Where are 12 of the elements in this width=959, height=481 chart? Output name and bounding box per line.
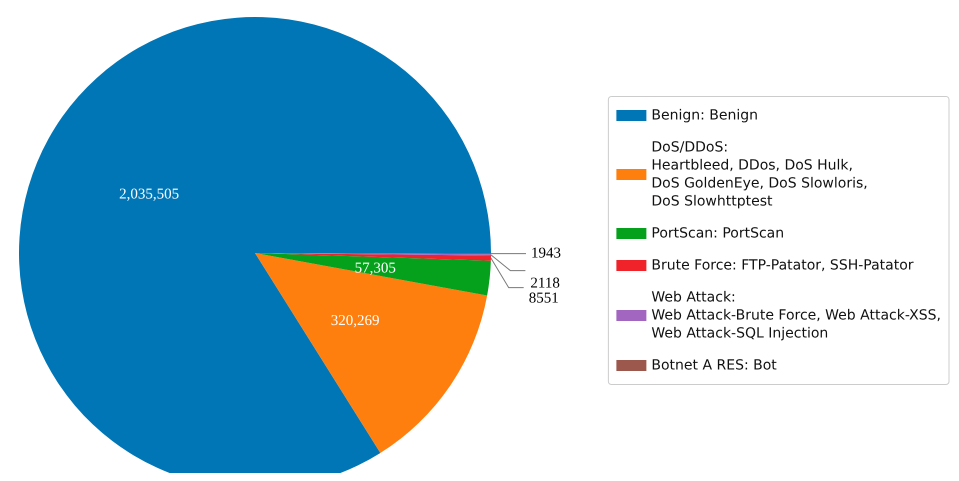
legend-label: PortScan: PortScan bbox=[651, 226, 784, 242]
data-label: 2,035,505 bbox=[119, 186, 180, 202]
legend-label: Web Attack: Web Attack-Brute Force, Web Attack-XSS, Web Attack-SQL Injection bbox=[651, 290, 942, 342]
data-label: 57,305 bbox=[354, 260, 396, 277]
legend-label: DoS/DDoS: Heartbleed, DDos, DoS Hulk, DoS GoldenEye, DoS Slowloris, DoS Slowhttptest bbox=[651, 140, 868, 210]
data-label: 1943 bbox=[531, 246, 561, 262]
legend-label: Botnet A RES: Bot bbox=[651, 358, 778, 374]
legend-label: Brute Force: FTP-Patator, SSH-Patator bbox=[651, 258, 914, 274]
data-label: 2118 bbox=[530, 276, 560, 292]
legend-label: Benign: Benign bbox=[651, 108, 758, 124]
data-label: 8551 bbox=[528, 290, 559, 307]
data-label: 320,269 bbox=[330, 312, 380, 329]
